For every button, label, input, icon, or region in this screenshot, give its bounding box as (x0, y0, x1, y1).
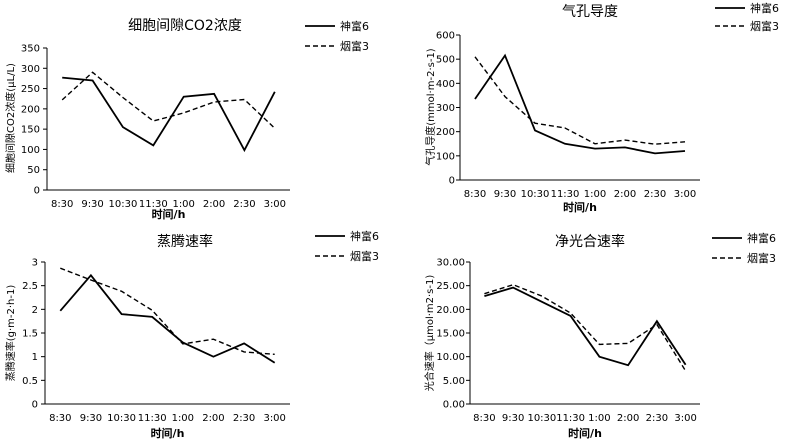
chart-panel-2: 气孔导度 0 100 200 300 400 500 600 8:30 9:30 10:30 11:3… (424, 1, 779, 214)
x-tick-label: 1:00 (172, 199, 194, 210)
x-axis-label: 时间/h (151, 426, 185, 440)
y-axis-label: 光合速率（μmol·m2·s-1) (423, 275, 436, 392)
x-tick-label: 11:30 (556, 413, 585, 424)
y-tick-label: 300 (21, 64, 40, 75)
x-tick-label: 1:00 (584, 189, 606, 200)
legend-label: 烟富3 (747, 251, 776, 265)
legend-label: 烟富3 (750, 19, 779, 33)
y-tick-label: 600 (436, 31, 455, 42)
x-tick-label: 9:30 (80, 413, 102, 424)
x-axis-label: 时间/h (563, 200, 597, 214)
legend-label: 神富6 (350, 229, 379, 243)
y-tick-label: 250 (21, 84, 40, 95)
chart-panel-3: 蒸腾速率 0 0.5 1 1.5 2 2.5 3 8:30 9:30 10:30 11:30 1:00 2… (4, 229, 379, 440)
x-tick-label: 2:00 (203, 199, 225, 210)
series-line-1 (59, 273, 276, 364)
x-axis-label: 时间/h (568, 426, 602, 440)
chart-panel-1: 细胞间隙CO2浓度 0 50 100 150 200 250 300 350 8:30 9:30 10… (4, 18, 369, 221)
y-tick-label: 10.00 (436, 352, 465, 363)
y-tick-label: 0 (449, 176, 455, 187)
x-tick-label: 11:30 (139, 199, 168, 210)
x-tick-label: 2:00 (617, 413, 639, 424)
x-tick-label: 8:30 (49, 413, 71, 424)
y-tick-label: 150 (21, 125, 40, 136)
x-tick-label: 2:30 (644, 189, 666, 200)
series-line-1 (474, 53, 686, 155)
x-tick-label: 10:30 (521, 189, 550, 200)
y-tick-label: 15.00 (436, 329, 465, 340)
y-tick-label: 500 (436, 55, 455, 66)
y-tick-label: 0.00 (443, 400, 465, 411)
y-tick-label: 3 (32, 258, 38, 269)
y-tick-label: 100 (21, 145, 40, 156)
y-tick-label: 200 (436, 127, 455, 138)
x-tick-label: 11:30 (551, 189, 580, 200)
x-tick-label: 3:00 (264, 199, 286, 210)
legend-label: 神富6 (747, 231, 776, 245)
y-tick-label: 30.00 (436, 258, 465, 269)
x-tick-label: 10:30 (527, 413, 556, 424)
legend-label: 神富6 (340, 19, 369, 33)
x-tick-label: 3:00 (674, 413, 696, 424)
x-tick-label: 2:00 (614, 189, 636, 200)
x-tick-label: 2:30 (233, 199, 255, 210)
x-tick-label: 9:30 (81, 199, 103, 210)
y-axis-label: 细胞间隙CO2浓度(μL/L) (4, 63, 17, 173)
y-tick-label: 2 (32, 305, 38, 316)
x-tick-label: 10:30 (107, 413, 136, 424)
x-tick-label: 10:30 (109, 199, 138, 210)
y-tick-label: 1.5 (22, 329, 38, 340)
x-tick-label: 9:30 (494, 189, 516, 200)
legend-label: 神富6 (750, 1, 779, 15)
chart-title: 净光合速率 (555, 233, 625, 250)
x-tick-label: 8:30 (473, 413, 495, 424)
y-tick-label: 100 (436, 151, 455, 162)
y-tick-label: 200 (21, 104, 40, 115)
y-tick-label: 400 (436, 79, 455, 90)
y-tick-label: 25.00 (436, 281, 465, 292)
x-tick-label: 3:00 (263, 413, 285, 424)
x-tick-label: 1:00 (172, 413, 194, 424)
y-axis-label: 气孔导度(mmol·m-2·s-1) (424, 48, 437, 166)
y-tick-label: 50 (27, 165, 40, 176)
x-tick-label: 2:30 (233, 413, 255, 424)
series-line-2 (484, 283, 687, 372)
x-axis-label: 时间/h (152, 207, 186, 221)
chart-title: 蒸腾速率 (157, 233, 213, 250)
x-tick-label: 8:30 (51, 199, 73, 210)
x-tick-label: 3:00 (674, 189, 696, 200)
y-tick-label: 0.5 (22, 376, 38, 387)
y-axis-label: 蒸腾速率(g·m-2·h-1) (4, 285, 17, 382)
x-tick-label: 1:00 (588, 413, 610, 424)
y-tick-label: 5.00 (443, 376, 465, 387)
chart-title: 气孔导度 (562, 4, 618, 20)
x-tick-label: 2:30 (646, 413, 668, 424)
x-tick-label: 2:00 (202, 413, 224, 424)
y-tick-label: 2.5 (22, 281, 38, 292)
y-tick-label: 300 (436, 103, 455, 114)
series-line-1 (62, 76, 276, 153)
y-tick-label: 0 (32, 400, 38, 411)
y-tick-label: 20.00 (436, 305, 465, 316)
legend-label: 烟富3 (340, 39, 369, 53)
legend-label: 烟富3 (350, 249, 379, 263)
y-tick-label: 350 (21, 44, 40, 55)
y-tick-label: 1 (32, 352, 38, 363)
x-tick-label: 8:30 (464, 189, 486, 200)
x-tick-label: 9:30 (502, 413, 524, 424)
chart-title: 细胞间隙CO2浓度 (128, 18, 242, 34)
x-tick-label: 11:30 (138, 413, 167, 424)
y-tick-label: 0 (34, 186, 40, 197)
series-line-2 (60, 267, 275, 355)
series-line-1 (484, 286, 687, 367)
chart-panel-4: 净光合速率 0.00 5.00 10.00 15.00 20.00 25.00 30.00 8:… (423, 231, 776, 440)
series-line-2 (474, 56, 686, 145)
